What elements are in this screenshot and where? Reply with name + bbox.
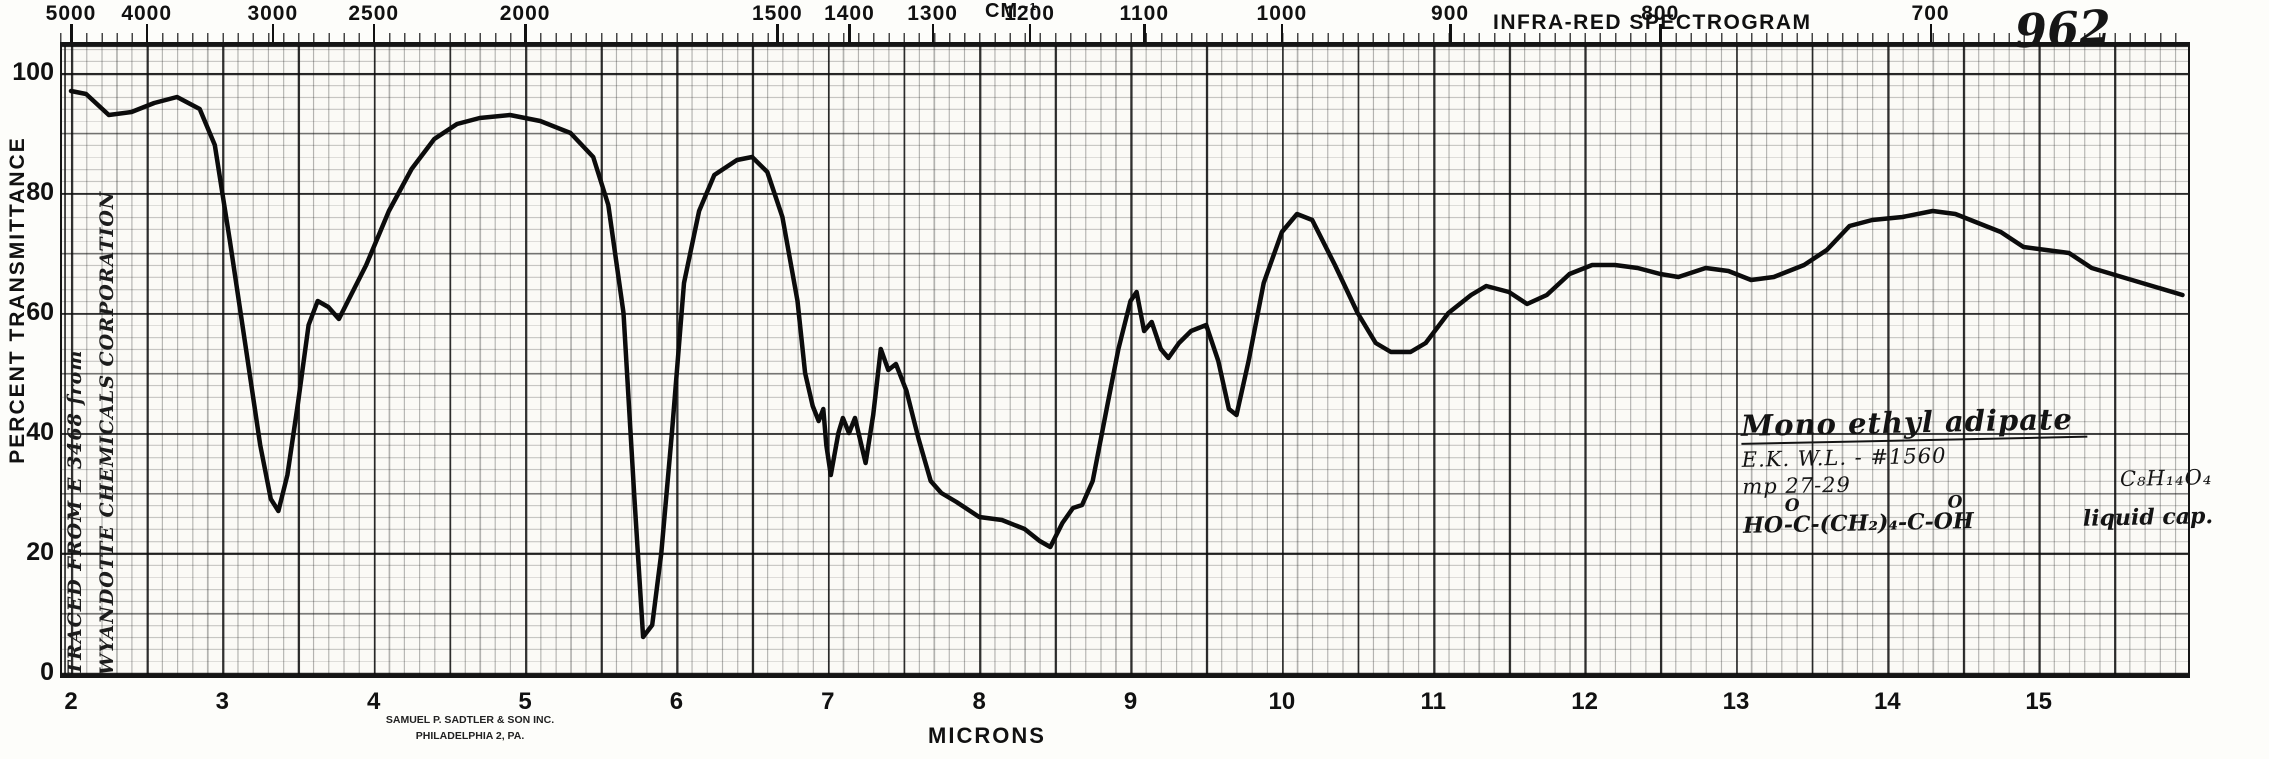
cm-axis-label: 2500 — [348, 2, 400, 25]
page-title: INFRA-RED SPECTROGRAM — [1493, 11, 1812, 34]
transmittance-axis-title: PERCENT TRANSMITTANCE — [6, 136, 29, 464]
cm-axis-label: 1100 — [1119, 2, 1170, 25]
cm-axis-label: 1000 — [1256, 2, 1308, 25]
micron-axis-label: 3 — [215, 688, 230, 715]
sample-form-note: liquid cap. — [2082, 503, 2214, 532]
cm-axis-label: 900 — [1431, 2, 1470, 25]
micron-axis-label: 8 — [972, 688, 986, 715]
cm-axis-tick — [1143, 24, 1146, 42]
sheet-number: 962 — [2013, 0, 2113, 59]
cm-axis-label: 800 — [1641, 2, 1680, 25]
micron-axis-label: 12 — [1571, 688, 1598, 715]
cm-axis-tick — [848, 24, 851, 42]
cm-axis-tick — [1659, 24, 1662, 42]
micron-axis-label: 2 — [64, 688, 78, 715]
transmittance-axis-label: 0 — [40, 658, 54, 686]
micron-axis-label: 14 — [1873, 688, 1901, 715]
cm-axis-tick — [931, 24, 935, 42]
cm-axis-title: CM⁻¹ — [985, 0, 1038, 22]
cm-axis-label: 3000 — [247, 2, 299, 25]
cm-axis-label: 1200 — [1004, 2, 1055, 25]
cm-axis-label: 700 — [1911, 2, 1950, 25]
cm-axis-label: 5000 — [45, 2, 97, 25]
micron-axis-label: 10 — [1268, 688, 1296, 715]
cm-axis-tick — [1280, 24, 1284, 42]
cm-axis-tick — [524, 24, 527, 42]
micron-axis-label: 4 — [367, 688, 381, 715]
printer-name: SAMUEL P. SADTLER & SON INC. — [385, 714, 555, 726]
cm-axis-label: 1300 — [907, 2, 958, 25]
cm-axis-tick — [776, 24, 779, 42]
molecular-formula: C₈H₁₄O₄ — [2119, 465, 2213, 492]
cm-axis-tick — [70, 24, 73, 42]
margin-note-line1: TRACED FROM E 3468 from — [64, 349, 86, 675]
micron-axis-label: 6 — [669, 688, 684, 715]
cm-axis-label: 4000 — [121, 2, 173, 25]
cm-axis-tick — [1449, 24, 1452, 42]
micron-axis-label: 15 — [2025, 688, 2053, 715]
cm-axis-tick — [145, 24, 149, 42]
printer-city: PHILADELPHIA 2, PA. — [415, 729, 525, 742]
cm-axis-minor-ticks — [60, 33, 2190, 42]
micron-axis-label: 9 — [1123, 688, 1138, 715]
cm-axis-label: 1500 — [751, 2, 803, 25]
sample-annotation: Mono ethyl adipate E.K. W.L. - #1560 mp … — [1740, 399, 2214, 539]
micron-axis-label: 11 — [1420, 688, 1446, 715]
transmittance-axis-label: 40 — [26, 418, 54, 446]
micron-axis-label: 13 — [1722, 688, 1750, 715]
margin-note-line2: WYANDOTTE CHEMICALS CORPORATION — [96, 190, 118, 675]
carbonyl-o-left: O — [1784, 495, 1800, 517]
plot-area — [60, 42, 2190, 678]
micron-axis-title: MICRONS — [928, 723, 1046, 748]
structural-formula: HO-C-(CH₂)₄-C-OH — [1742, 508, 1975, 539]
cm-axis-tick — [1929, 24, 1933, 42]
cm-axis-tick — [372, 24, 376, 42]
transmittance-axis-label: 60 — [26, 298, 54, 326]
cm-axis-label: 1400 — [824, 2, 875, 25]
micron-axis-label: 5 — [518, 688, 532, 715]
cm-axis-tick — [271, 24, 275, 42]
transmittance-axis-label: 20 — [26, 538, 54, 566]
transmittance-axis-label: 80 — [26, 178, 54, 206]
micron-axis-label: 7 — [821, 688, 835, 715]
cm-axis-label: 2000 — [499, 2, 551, 25]
cm-axis-tick — [1028, 24, 1032, 42]
printer-credit: SAMUEL P. SADTLER & SON INC. PHILADELPHI… — [330, 713, 610, 745]
transmittance-axis-label: 100 — [12, 58, 54, 86]
carbonyl-o-right: O — [1947, 492, 1963, 513]
compound-name: Mono ethyl adipate — [1740, 401, 2088, 445]
